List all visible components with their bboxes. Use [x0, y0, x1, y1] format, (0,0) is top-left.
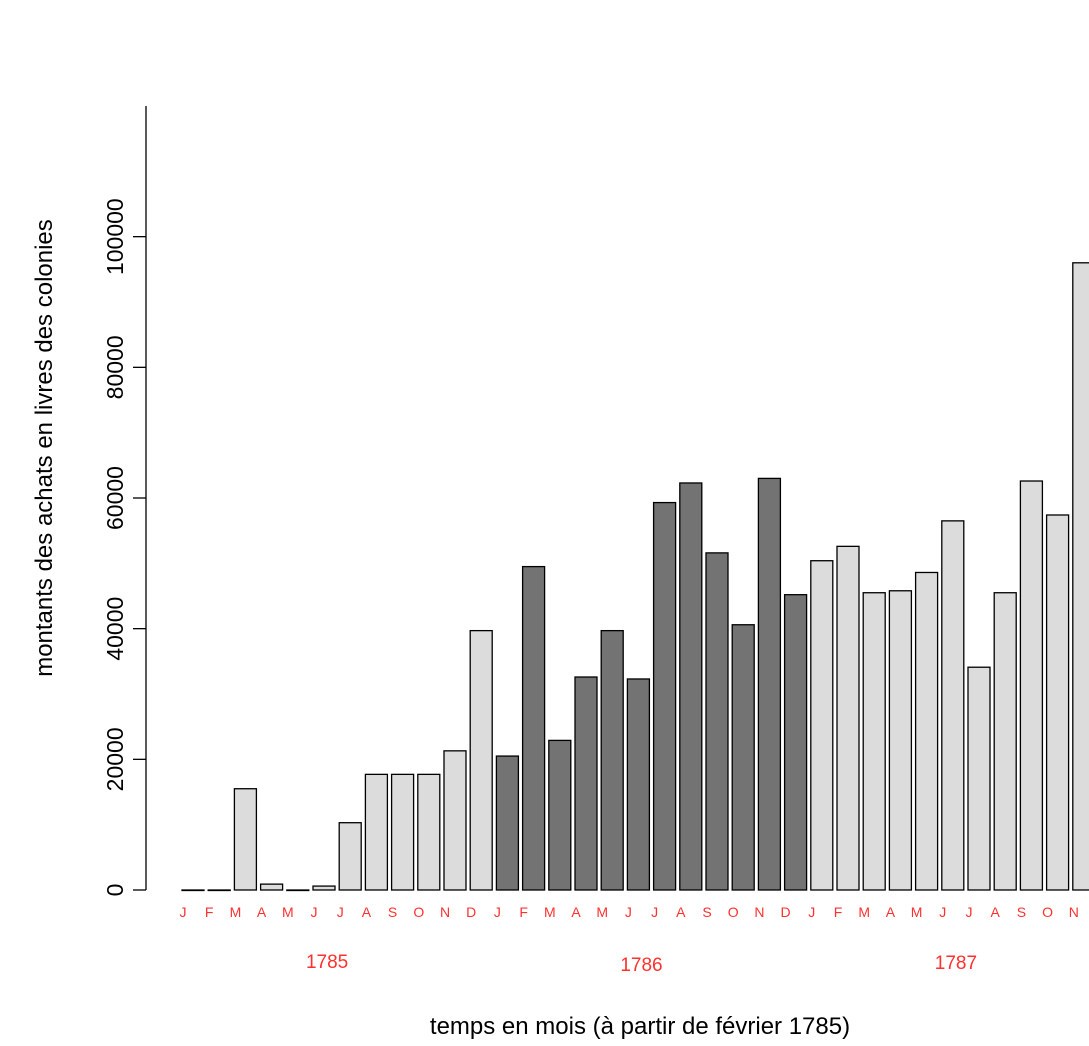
bar: [1072, 262, 1089, 891]
year-labels: 1785 1786 1787: [306, 952, 977, 976]
y-tick-label: 20000: [102, 727, 128, 791]
month-label: F: [834, 904, 843, 920]
bar: [207, 889, 231, 892]
bar: [888, 590, 913, 891]
month-label: M: [858, 904, 870, 920]
month-label: M: [596, 904, 608, 920]
bar: [390, 773, 415, 891]
month-label: J: [808, 904, 815, 920]
month-label: J: [311, 904, 318, 920]
month-label: N: [1069, 904, 1079, 920]
y-tick-label: 0: [102, 884, 128, 897]
bar: [731, 624, 755, 891]
y-tick-label: 80000: [102, 335, 128, 399]
year-label: 1786: [620, 955, 662, 976]
month-label: S: [388, 904, 397, 920]
month-label: J: [337, 904, 344, 920]
bar: [679, 482, 703, 891]
bar: [312, 885, 336, 891]
month-label: A: [991, 904, 1001, 920]
month-label: S: [1017, 904, 1026, 920]
bar: [181, 889, 205, 892]
bar: [364, 773, 389, 891]
x-axis-title: temps en mois (à partir de février 1785): [430, 1013, 850, 1040]
month-label: S: [702, 904, 711, 920]
month-labels: JFMAMJJASONDJFMAMJJASONDJFMAMJJASOND: [180, 904, 1079, 920]
y-tick-label: 60000: [102, 466, 128, 530]
y-axis: 0 20000 40000 60000 80000 100000: [102, 106, 147, 897]
month-label: J: [180, 904, 187, 920]
bar: [941, 520, 965, 891]
year-label: 1785: [306, 952, 348, 973]
y-axis-title: montants des achats en livres des coloni…: [31, 219, 58, 677]
month-label: M: [544, 904, 556, 920]
month-label: M: [282, 904, 294, 920]
bar: [862, 592, 886, 891]
month-label: N: [440, 904, 450, 920]
month-label: O: [413, 904, 424, 920]
bar: [1045, 514, 1070, 891]
month-label: A: [362, 904, 372, 920]
bars: [181, 262, 1089, 892]
bar: [417, 773, 441, 891]
month-label: A: [257, 904, 267, 920]
month-label: N: [754, 904, 764, 920]
month-label: O: [728, 904, 739, 920]
bar: [783, 594, 808, 891]
bar: [626, 678, 651, 891]
y-tick-label: 40000: [102, 597, 128, 661]
month-label: A: [571, 904, 581, 920]
bar: [521, 565, 546, 891]
bar: [1019, 480, 1044, 891]
bar: [338, 822, 362, 891]
y-tick-label: 100000: [102, 198, 128, 275]
bar: [600, 629, 624, 891]
bar: [836, 545, 860, 891]
month-label: J: [966, 904, 973, 920]
bar: [705, 552, 729, 891]
month-label: J: [651, 904, 658, 920]
bar: [233, 788, 258, 891]
bar: [757, 477, 782, 891]
bar: [810, 560, 834, 891]
bar: [443, 750, 467, 891]
bar: [495, 755, 520, 891]
bar: [259, 883, 284, 891]
bar: [993, 592, 1017, 891]
month-label: O: [1042, 904, 1053, 920]
month-label: J: [625, 904, 632, 920]
bar: [286, 889, 310, 892]
month-label: D: [466, 904, 476, 920]
bar: [914, 571, 939, 891]
month-label: M: [230, 904, 242, 920]
month-label: J: [939, 904, 946, 920]
month-label: F: [519, 904, 528, 920]
bar: [548, 739, 572, 891]
year-label: 1787: [935, 953, 977, 974]
bar: [574, 676, 598, 891]
month-label: A: [886, 904, 896, 920]
month-label: A: [676, 904, 686, 920]
bar: [967, 666, 991, 891]
month-label: F: [205, 904, 214, 920]
month-label: M: [911, 904, 923, 920]
month-label: J: [494, 904, 501, 920]
month-label: D: [781, 904, 791, 920]
bar: [469, 629, 493, 891]
bar: [652, 501, 677, 891]
